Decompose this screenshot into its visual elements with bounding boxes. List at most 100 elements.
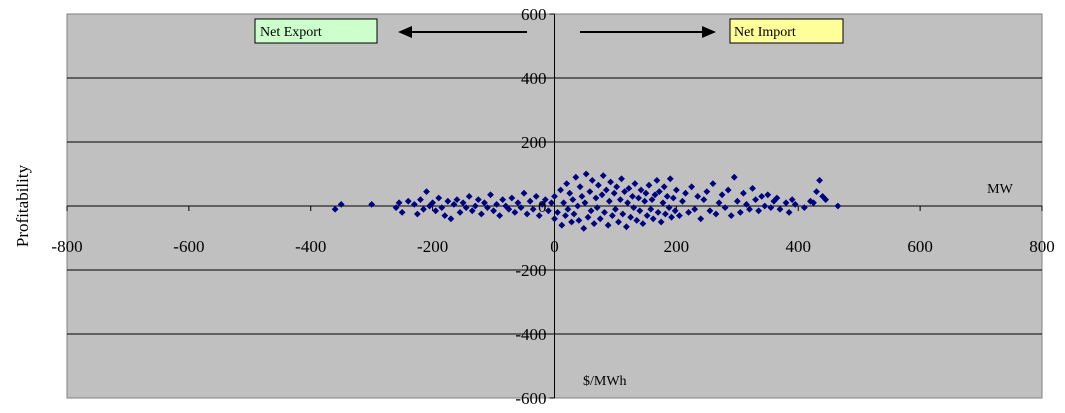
data-point: [819, 193, 827, 200]
data-point: [523, 210, 531, 218]
data-point: [712, 210, 720, 218]
data-point: [508, 194, 516, 202]
data-point: [813, 188, 820, 195]
data-point: [659, 199, 667, 207]
data-point: [566, 189, 574, 197]
data-point: [404, 197, 412, 205]
data-point: [624, 199, 632, 207]
data-point: [647, 205, 655, 213]
data-point: [490, 207, 497, 215]
data-point: [724, 186, 732, 194]
data-point: [703, 188, 711, 195]
y-tick-label: 0: [538, 197, 547, 216]
data-point: [563, 180, 571, 187]
data-point: [608, 212, 616, 219]
data-point: [665, 204, 673, 211]
data-point: [785, 209, 793, 216]
data-point: [721, 204, 729, 211]
data-point: [558, 221, 566, 229]
data-point: [468, 207, 476, 215]
data-point: [420, 205, 427, 213]
data-point: [630, 204, 638, 211]
data-point: [758, 193, 766, 200]
data-point: [423, 188, 430, 195]
data-point: [752, 196, 759, 203]
data-point: [700, 196, 708, 203]
data-point: [691, 205, 699, 213]
data-point: [629, 193, 636, 200]
data-point: [481, 199, 488, 207]
data-point: [596, 215, 604, 223]
data-point: [331, 205, 339, 213]
data-point: [671, 207, 679, 215]
data-point: [709, 180, 717, 187]
data-point: [610, 189, 618, 197]
data-point: [593, 204, 601, 211]
x-tick-label: -600: [173, 237, 204, 256]
data-point: [613, 183, 621, 191]
data-point: [601, 209, 608, 216]
data-point: [450, 201, 458, 208]
data-point: [560, 199, 568, 207]
data-point: [648, 196, 656, 203]
data-point: [575, 217, 583, 224]
data-point: [660, 183, 668, 191]
data-point: [668, 213, 675, 221]
data-point: [557, 186, 564, 194]
data-point: [444, 197, 452, 205]
data-point: [627, 213, 635, 221]
data-point: [502, 202, 510, 210]
data-point: [810, 199, 817, 207]
data-point: [514, 199, 522, 207]
data-point: [447, 215, 455, 223]
data-point: [666, 175, 674, 183]
data-point: [800, 204, 808, 211]
data-point: [588, 177, 596, 184]
data-point: [517, 204, 525, 211]
data-point: [736, 209, 744, 216]
data-point: [651, 191, 659, 199]
y-tick-label: 600: [521, 5, 547, 24]
data-point: [649, 215, 657, 223]
data-point: [554, 209, 561, 216]
data-point: [672, 186, 680, 194]
net-import-label: Net Import: [734, 25, 796, 40]
data-point: [590, 220, 598, 227]
data-point: [564, 205, 572, 213]
data-point: [615, 218, 622, 226]
data-point: [679, 197, 686, 205]
data-point: [392, 204, 400, 211]
data-point: [605, 197, 613, 205]
data-point: [535, 212, 543, 219]
x-tick-label: 0: [550, 237, 559, 256]
data-point: [764, 191, 772, 199]
data-point: [562, 212, 569, 219]
data-point: [645, 181, 653, 189]
x-axis-label: MW: [987, 182, 1013, 197]
x-tick-label: 800: [1029, 237, 1055, 256]
x-tick-label: 600: [907, 237, 933, 256]
data-point: [633, 217, 641, 224]
data-point: [586, 188, 594, 195]
data-point: [807, 197, 814, 205]
data-point: [438, 204, 446, 211]
x-tick-label: -800: [51, 237, 82, 256]
data-point: [594, 181, 602, 189]
data-point: [580, 225, 588, 232]
data-point: [782, 199, 790, 207]
data-point: [733, 197, 741, 205]
data-point: [631, 180, 639, 187]
data-point: [773, 194, 781, 202]
data-point: [413, 210, 421, 218]
tick-labels: -800 -600 -400 -200 0 200 400 600 800-600-400-20…: [51, 5, 1054, 408]
data-point: [578, 193, 586, 200]
data-point: [511, 209, 519, 216]
data-point: [584, 213, 592, 221]
data-point: [602, 186, 610, 194]
data-point: [637, 186, 645, 194]
data-point: [743, 201, 750, 208]
data-point: [487, 191, 494, 199]
data-point: [654, 209, 662, 216]
net-export-label: Net Export: [260, 25, 322, 40]
data-point: [746, 205, 753, 213]
